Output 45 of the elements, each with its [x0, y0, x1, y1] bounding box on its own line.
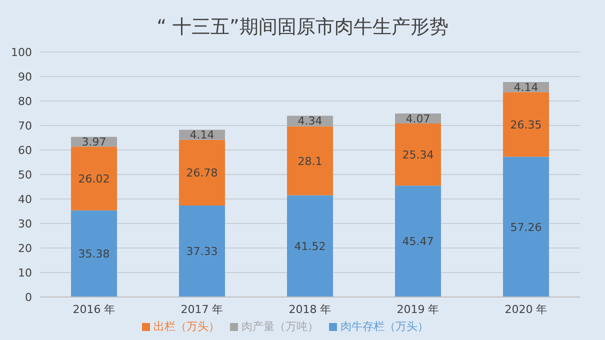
bar: [287, 126, 333, 196]
x-tick-label: 2018 年: [288, 302, 332, 316]
bar: [503, 92, 549, 157]
data-label: 26.78: [186, 166, 218, 180]
data-label: 4.14: [514, 80, 538, 94]
data-label: 25.34: [402, 148, 434, 162]
y-tick-label: 40: [18, 192, 32, 206]
y-tick-label: 50: [18, 168, 32, 182]
x-tick-label: 2020 年: [504, 302, 548, 316]
legend-label: 出栏（万头）: [154, 320, 220, 333]
y-tick-label: 100: [11, 46, 32, 59]
data-label: 4.14: [190, 128, 214, 142]
data-label: 4.07: [406, 112, 430, 126]
bar: [179, 140, 225, 206]
legend-label: 肉牛存栏（万头）: [340, 320, 428, 333]
data-label: 45.47: [402, 235, 434, 248]
y-tick-label: 90: [18, 70, 32, 84]
data-label: 41.52: [294, 240, 326, 254]
chart-title: “ 十三五”期间固原市肉牛生产形势: [156, 15, 450, 40]
bar: [287, 195, 333, 297]
y-tick-label: 20: [18, 242, 32, 255]
bar: [395, 186, 441, 297]
bar: [71, 210, 117, 297]
bar: [395, 124, 441, 186]
y-tick-label: 10: [18, 266, 32, 280]
data-label: 4.34: [298, 114, 322, 128]
data-label: 26.35: [510, 118, 542, 132]
data-label: 28.1: [298, 154, 322, 168]
data-label: 26.02: [78, 172, 110, 186]
data-label: 57.26: [510, 220, 542, 234]
bar: [71, 146, 117, 210]
y-tick-label: 60: [18, 144, 32, 157]
y-tick-label: 0: [25, 290, 32, 304]
x-tick-label: 2016 年: [72, 302, 116, 316]
legend-label: 肉产量（万吨）: [242, 320, 318, 333]
x-tick-label: 2017 年: [180, 302, 224, 316]
data-label: 37.33: [186, 245, 218, 258]
y-tick-label: 70: [18, 119, 32, 132]
data-label: 3.97: [82, 136, 106, 149]
y-tick-label: 80: [18, 94, 32, 108]
x-tick-label: 2019 年: [396, 302, 440, 316]
y-tick-label: 30: [18, 217, 32, 230]
data-label: 35.38: [78, 248, 110, 261]
bar: [503, 156, 549, 297]
bar: [179, 206, 225, 297]
